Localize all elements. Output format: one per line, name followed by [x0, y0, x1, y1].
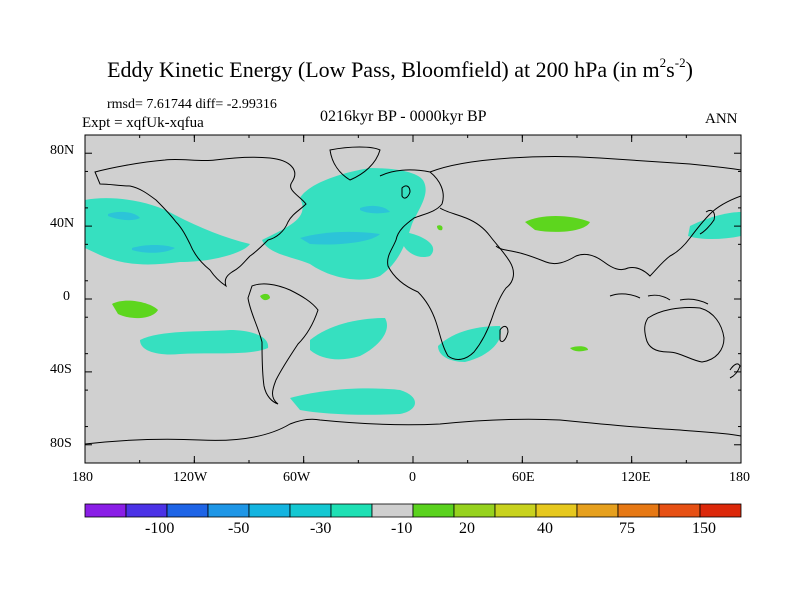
season-label: ANN: [705, 111, 738, 127]
lon-label: 60E: [512, 470, 535, 485]
colorbar-label: 150: [692, 520, 716, 537]
coast-north-america: [94, 156, 307, 288]
colorbar-swatch: [248, 503, 291, 518]
coast-japan: [699, 209, 715, 235]
lat-label: 80N: [50, 143, 75, 158]
lat-label: 0: [63, 289, 70, 304]
colorbar-swatch: [699, 503, 742, 518]
colorbar-label: -100: [145, 520, 175, 537]
colorbar-swatch: [330, 503, 373, 518]
lon-label: 60W: [283, 470, 311, 485]
colorbar-label: -10: [391, 520, 413, 537]
anomaly-region-south-pacific: [140, 330, 269, 355]
anomaly-field: [85, 146, 741, 445]
colorbar-swatch: [658, 503, 701, 518]
anomaly-region-southern-ocean: [290, 388, 415, 415]
period-label: 0216kyr BP - 0000kyr BP: [320, 108, 487, 125]
anomaly-region-mediterranean: [437, 225, 443, 231]
anomaly-region-north-west-pacific: [688, 212, 741, 239]
colorbar-swatch: [166, 503, 209, 518]
anomaly-region-indian-ocean: [570, 346, 588, 352]
coast-uk: [401, 185, 411, 199]
colorbar-label: -30: [310, 520, 332, 537]
lon-label: 120W: [173, 470, 208, 485]
coast-asia: [429, 156, 741, 277]
lon-label: 180: [729, 470, 750, 485]
colorbar-swatch: [412, 503, 455, 518]
coast-australia: [644, 307, 725, 363]
lat-label: 80S: [50, 436, 72, 451]
anomaly-region-east-pacific: [112, 300, 158, 319]
colorbar-swatch: [125, 503, 168, 518]
coast-greenland: [329, 146, 381, 181]
colorbar-label: 75: [619, 520, 635, 537]
coastlines: [85, 146, 741, 445]
anomaly-core-north-atlantic-north: [360, 205, 390, 214]
lon-label: 180: [72, 470, 93, 485]
coast-south-america: [247, 283, 319, 405]
colorbar-swatch: [207, 503, 250, 518]
coast-new-zealand: [729, 363, 741, 379]
colorbar-swatch: [289, 503, 332, 518]
coast-antarctica: [85, 418, 741, 445]
colorbar-label: 20: [459, 520, 475, 537]
anomaly-core-north-atlantic: [300, 231, 380, 245]
anomaly-region-north-atlantic: [262, 168, 426, 280]
coast-madagascar: [499, 325, 509, 343]
experiment-label: Expt = xqfUk-xqfua: [82, 115, 204, 131]
anomaly-core-central-pacific: [132, 245, 175, 253]
colorbar-swatch: [617, 503, 660, 518]
lat-label: 40S: [50, 362, 72, 377]
lat-label: 40N: [50, 216, 75, 231]
anomaly-region-tropical-south-america: [260, 293, 270, 301]
anomaly-region-south-atlantic: [310, 318, 388, 360]
anomaly-region-tropical-atlantic: [402, 232, 434, 258]
colorbar-swatch: [494, 503, 537, 518]
chart-title: Eddy Kinetic Energy (Low Pass, Bloomfiel…: [107, 55, 693, 82]
colorbar-label: 40: [537, 520, 553, 537]
colorbar-swatch: [576, 503, 619, 518]
anomaly-core-north-pacific: [108, 211, 140, 221]
coast-indonesia: [609, 293, 709, 305]
colorbar-swatch: [535, 503, 578, 518]
axis-ticks: [84, 134, 742, 464]
colorbar-label: -50: [228, 520, 250, 537]
colorbar-swatch: [371, 503, 414, 518]
lon-label: 0: [409, 470, 416, 485]
stats-text: rmsd= 7.61744 diff= -2.99316: [107, 97, 277, 112]
colorbar-swatch: [84, 503, 127, 518]
anomaly-region-central-asia: [525, 216, 590, 232]
colorbar-swatch: [453, 503, 496, 518]
lon-label: 120E: [621, 470, 651, 485]
colorbar: [84, 503, 742, 518]
